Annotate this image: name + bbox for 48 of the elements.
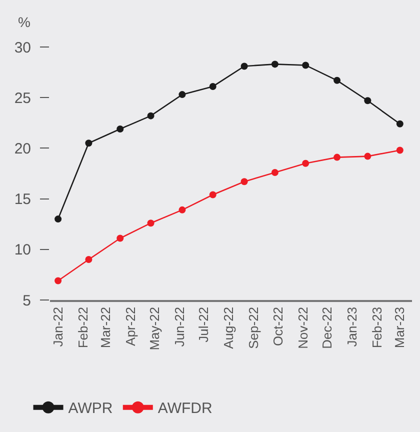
point [85,140,92,147]
x-tick-label: Jun-22 [172,306,188,347]
point [364,152,372,160]
y-tick-label: 10 [14,242,31,259]
point [54,216,62,223]
x-tick-label: Nov-22 [295,306,310,349]
x-tick-label: Mar-23 [392,306,408,348]
point [334,154,341,161]
point [178,91,186,98]
x-tick-label: Oct-22 [270,306,286,346]
point [240,178,248,186]
point [302,62,310,69]
point [116,125,124,132]
point [209,82,216,90]
y-tick-label: 30 [14,39,31,56]
point [147,112,154,120]
point [147,220,154,227]
x-tick-label: Apr-22 [122,306,138,346]
x-tick-label: Jan-22 [50,306,66,347]
x-tick-label: May-22 [147,306,162,350]
point [209,191,216,198]
point [396,146,404,154]
point [271,60,278,68]
y-tick-label: 5 [22,292,31,310]
point [364,97,372,104]
point [54,277,62,284]
y-tick-label: 20 [14,140,31,158]
point [240,62,248,70]
x-tick-label: Sep-22 [246,306,262,349]
point [334,76,341,84]
x-tick-label: Feb-22 [75,306,90,348]
y-axis-title: % [18,14,30,30]
x-tick-label: Aug-22 [221,306,236,349]
x-tick-label: Jul-22 [196,306,212,342]
point [396,120,404,128]
x-tick-label: Feb-23 [370,306,385,348]
x-tick-label: Jan-23 [344,306,360,347]
x-tick-label: Dec-22 [320,306,335,349]
point [85,256,92,264]
point [178,206,186,214]
x-tick-label: Mar-22 [98,306,113,348]
point [271,168,278,176]
point [116,234,124,242]
legend-label: AWPR [68,400,113,418]
point [302,160,310,167]
y-tick-label: 25 [14,90,31,107]
y-tick-label: 15 [14,191,31,208]
legend-label: AWFDR [158,400,212,418]
